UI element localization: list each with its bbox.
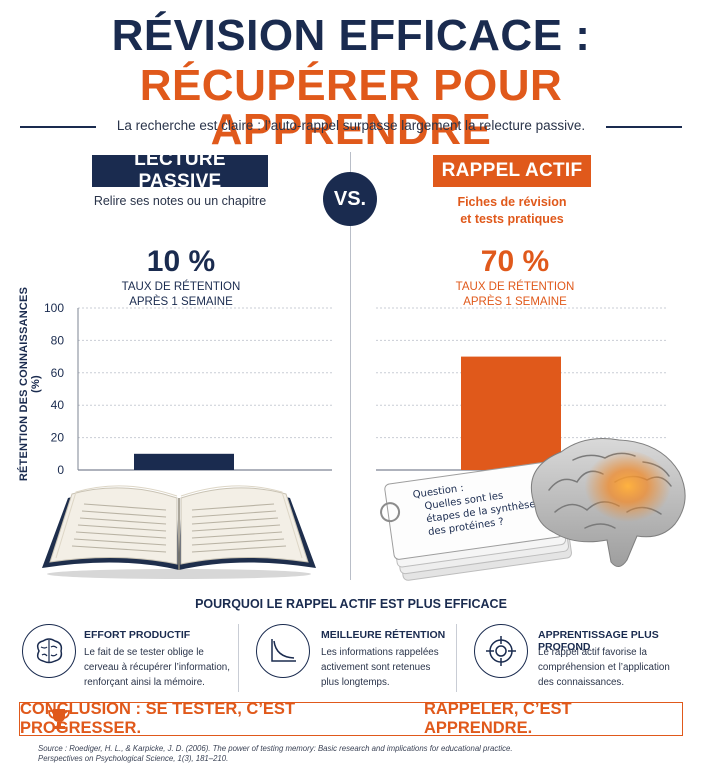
trophy-icon [48,709,70,729]
source-line-2: Perspectives on Psychological Science, 1… [38,754,229,763]
conclusion-banner: CONCLUSION : SE TESTER, C’EST PROGRESSER… [19,700,683,737]
feature-2-line-2: activement sont retenues [321,662,431,673]
y-tick-label-100: 100 [44,301,64,315]
bar-passive-reading [134,453,234,470]
active-retention-line-1: TAUX DE RÉTENTION [455,281,575,293]
passive-reading-description: Relire ses notes ou un chapitre [93,194,267,208]
feature-1-line-2: cerveau à récupérer l’information, [84,662,230,673]
passive-retention-line-1: TAUX DE RÉTENTION [121,281,241,293]
passive-retention-line-2: APRÈS 1 SEMAINE [129,296,233,308]
active-recall-description-line-1: Fiches de révision [457,195,567,209]
conclusion-part-1: CONCLUSION : SE TESTER, C’EST PROGRESSER… [20,700,296,737]
y-tick-label-60: 60 [51,366,65,380]
feature-3-text: Le rappel actif favorise la compréhensio… [538,645,670,690]
target-icon [474,624,528,678]
feature-2-title: MEILLEURE RÉTENTION [321,629,446,641]
active-percent: 70 % [480,245,550,278]
active-retention-caption: TAUX DE RÉTENTION APRÈS 1 SEMAINE [425,280,605,310]
passive-percent: 10 % [146,245,216,278]
feature-1-line-3: renforçant ainsi la mémoire. [84,677,205,688]
feature-2-line-3: plus longtemps. [321,677,390,688]
active-retention-line-2: APRÈS 1 SEMAINE [463,296,567,308]
flashcards-illustration [380,461,572,581]
feature-2-text: Les informations rappelées activement so… [321,645,439,690]
center-divider [350,152,351,580]
active-recall-label: RAPPEL ACTIF [433,155,591,187]
vs-badge: VS. [323,172,377,226]
feature-1-text: Le fait de se tester oblige le cerveau à… [84,645,230,690]
active-recall-description-line-2: et tests pratiques [460,212,564,226]
feature-3-line-3: des connaissances. [538,677,625,688]
passive-retention-caption: TAUX DE RÉTENTION APRÈS 1 SEMAINE [96,280,266,310]
feature-1-title: EFFORT PRODUCTIF [84,629,191,641]
curve-chart-icon [256,624,310,678]
brain-illustration [530,438,686,567]
feature-2-line-1: Les informations rappelées [321,647,439,658]
retention-bar-chart: 100 80 60 40 20 0 [44,301,668,477]
feature-separator-1 [238,624,239,692]
y-tick-label-80: 80 [51,333,65,347]
source-citation: Source : Roediger, H. L., & Karpicke, J.… [38,744,678,764]
feature-1-line-1: Le fait de se tester oblige le [84,647,204,658]
why-section-title: POURQUOI LE RAPPEL ACTIF EST PLUS EFFICA… [195,597,507,611]
source-line-1: Source : Roediger, H. L., & Karpicke, J.… [38,744,513,753]
title-line-2: RÉCUPÉRER POUR APPRENDRE [139,61,563,154]
feature-3-line-1: Le rappel actif favorise la [538,647,647,658]
y-tick-label-20: 20 [51,431,65,445]
feature-3-line-2: compréhension et l’application [538,662,670,673]
passive-reading-label: LECTURE PASSIVE [92,149,268,192]
y-tick-label-40: 40 [51,398,65,412]
feature-3-title: APPRENTISSAGE PLUS PROFOND [538,629,659,653]
brain-icon [22,624,76,678]
bar-active-recall [461,356,561,470]
y-tick-label-0: 0 [57,463,64,477]
subtitle: La recherche est claire : l’auto-rappel … [116,118,586,133]
feature-separator-2 [456,624,457,692]
active-recall-description: Fiches de révision et tests pratiques [410,194,614,228]
title-line-1: RÉVISION EFFICACE : [111,11,591,60]
subtitle-rule-right [606,126,682,128]
open-book-illustration [42,485,316,579]
conclusion-part-2: RAPPELER, C’EST APPRENDRE. [423,700,572,737]
subtitle-rule-left [20,126,96,128]
